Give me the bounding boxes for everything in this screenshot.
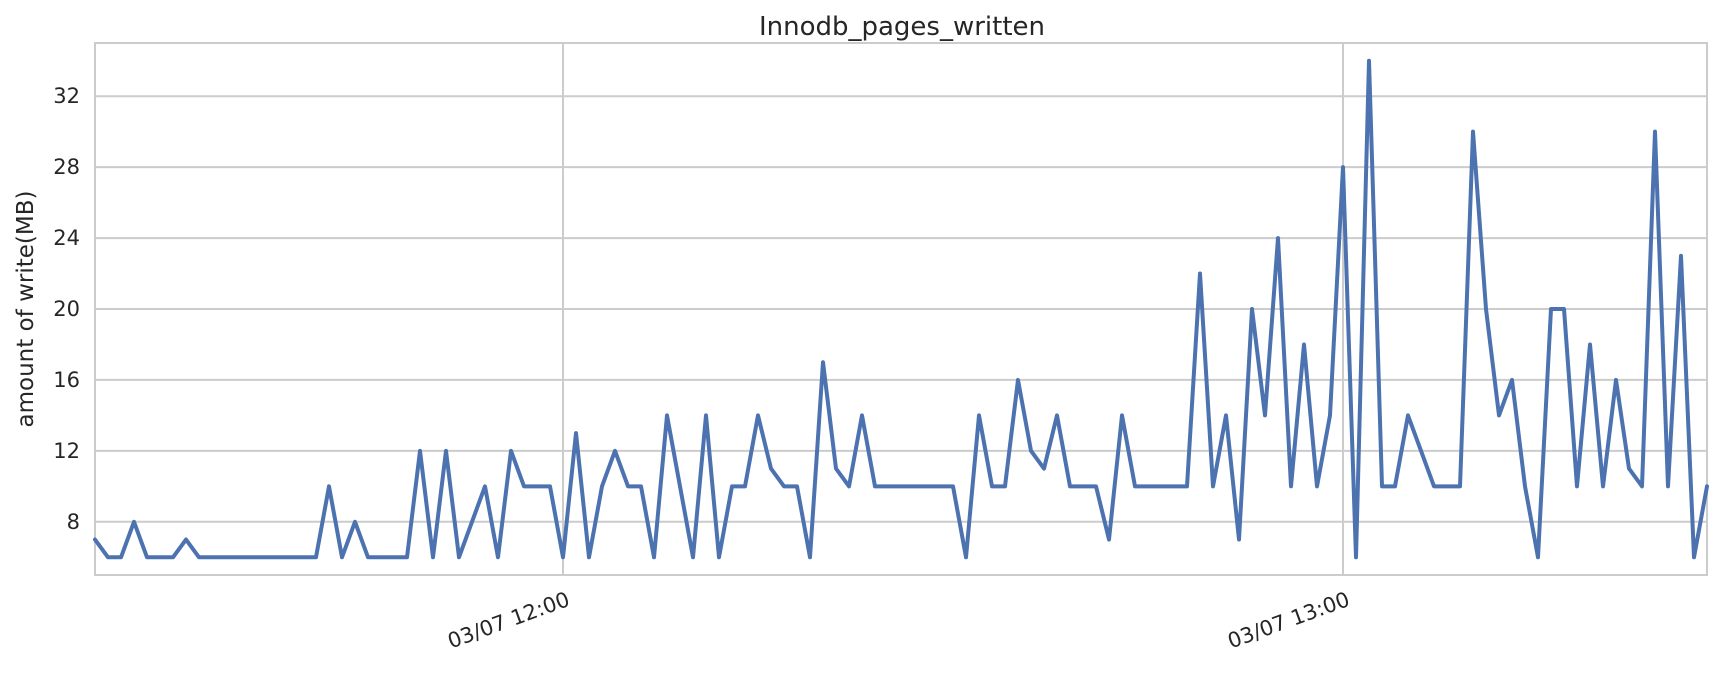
y-tick-label: 32 — [53, 84, 80, 108]
y-tick-label: 20 — [53, 297, 80, 321]
y-tick-labels: 8 12 16 20 24 28 32 — [53, 84, 80, 534]
y-axis-label: amount of write(MB) — [13, 191, 39, 428]
chart-title: Innodb_pages_written — [759, 12, 1045, 42]
y-tick-label: 8 — [67, 510, 80, 534]
x-tick-label: 03/07 13:00 — [1224, 587, 1352, 653]
x-tick-labels: 03/07 12:00 03/07 13:00 — [444, 587, 1352, 653]
plot-frame — [94, 42, 1708, 576]
y-tick-label: 12 — [53, 439, 80, 463]
y-tick-label: 28 — [53, 155, 80, 179]
series-line — [93, 58, 1709, 560]
y-tick-label: 16 — [53, 368, 80, 392]
x-tick-label: 03/07 12:00 — [444, 587, 572, 653]
series-layer — [93, 58, 1709, 560]
grid-lines — [95, 43, 1707, 575]
y-tick-label: 24 — [53, 226, 80, 250]
